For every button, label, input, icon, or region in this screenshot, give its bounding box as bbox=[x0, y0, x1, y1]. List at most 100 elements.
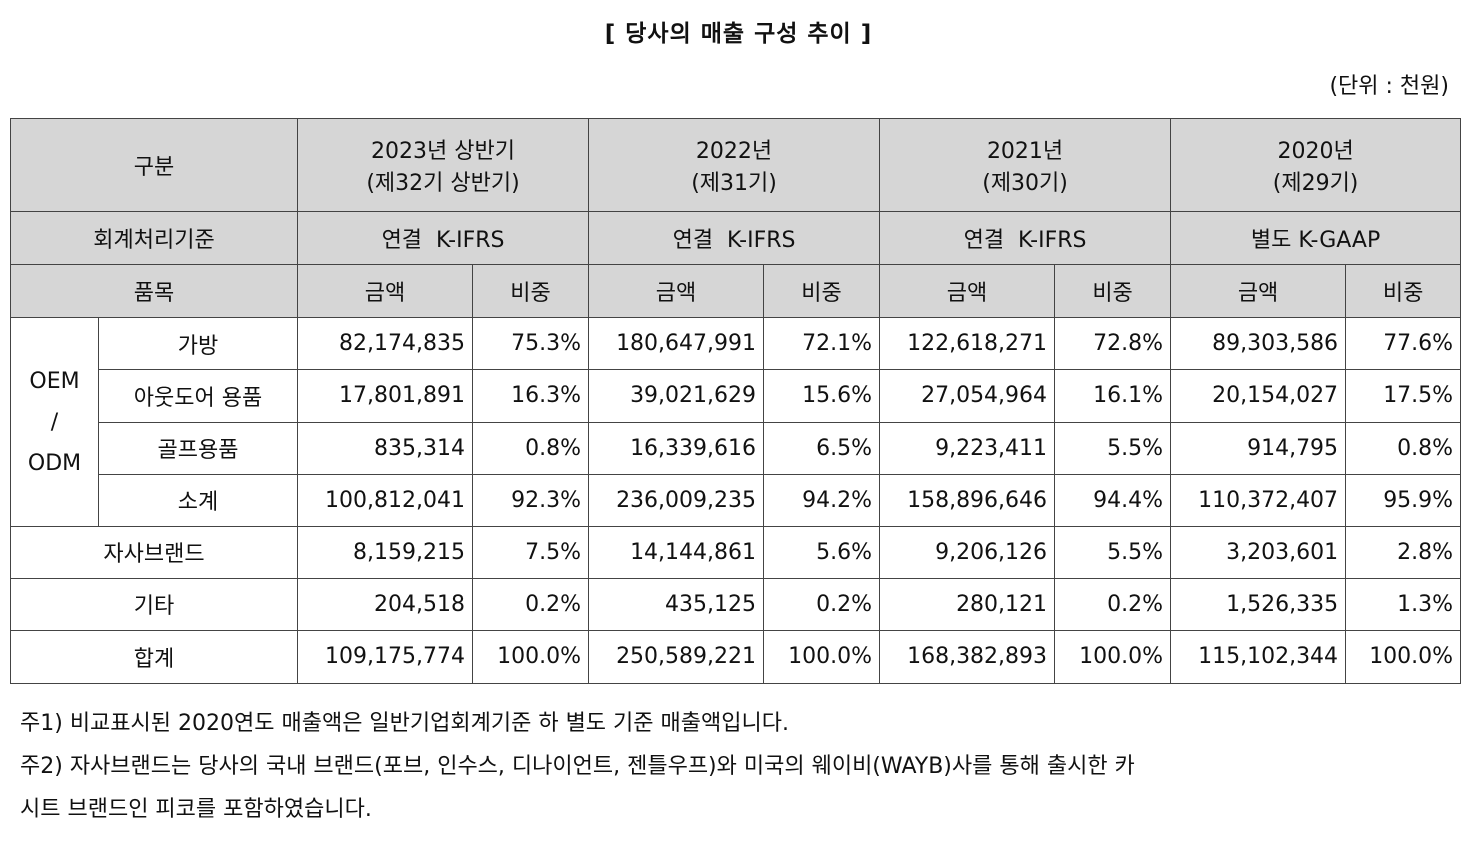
cell-amount: 115,102,344 bbox=[1170, 629, 1347, 685]
cell-amount: 180,647,991 bbox=[588, 317, 765, 371]
row-label: 기타 bbox=[9, 577, 299, 631]
header-row-item: 품목 금액 비중 금액 비중 금액 비중 금액 비중 bbox=[9, 264, 1462, 319]
cell-amount: 82,174,835 bbox=[297, 317, 474, 371]
footnote: 주2) 자사브랜드는 당사의 국내 브랜드(포브, 인수스, 디나이언트, 젠틀… bbox=[20, 754, 1135, 779]
cell-amount: 39,021,629 bbox=[588, 369, 765, 423]
period-term: (제32기 상반기) bbox=[366, 171, 520, 197]
cell-ratio: 2.8% bbox=[1345, 525, 1462, 579]
header-ratio: 비중 bbox=[763, 264, 881, 319]
period-year: 2022년 bbox=[695, 139, 773, 165]
header-ratio: 비중 bbox=[1054, 264, 1172, 319]
group-line: ODM bbox=[27, 450, 82, 476]
row-label: 합계 bbox=[9, 629, 299, 685]
cell-amount: 835,314 bbox=[297, 421, 474, 475]
standard-2022: 연결 K-IFRS bbox=[588, 211, 881, 266]
cell-ratio: 16.3% bbox=[472, 369, 590, 423]
cell-ratio: 72.1% bbox=[763, 317, 881, 371]
cell-ratio: 1.3% bbox=[1345, 577, 1462, 631]
cell-ratio: 7.5% bbox=[472, 525, 590, 579]
cell-amount: 16,339,616 bbox=[588, 421, 765, 475]
header-period-2021: 2021년 (제30기) bbox=[879, 117, 1172, 213]
cell-ratio: 0.2% bbox=[763, 577, 881, 631]
row-label: 가방 bbox=[97, 317, 299, 371]
cell-amount: 204,518 bbox=[297, 577, 474, 631]
cell-amount: 8,159,215 bbox=[297, 525, 474, 579]
header-ratio: 비중 bbox=[1345, 264, 1462, 319]
row-label: 아웃도어 용품 bbox=[97, 369, 299, 423]
table-row: 자사브랜드 8,159,215 7.5% 14,144,861 5.6% 9,2… bbox=[9, 525, 1462, 579]
cell-amount: 250,589,221 bbox=[588, 629, 765, 685]
cell-ratio: 100.0% bbox=[1345, 629, 1462, 685]
cell-ratio: 94.2% bbox=[763, 473, 881, 527]
table-row-total: 합계 109,175,774 100.0% 250,589,221 100.0%… bbox=[9, 629, 1462, 685]
cell-ratio: 0.8% bbox=[472, 421, 590, 475]
header-item-label: 품목 bbox=[9, 264, 299, 319]
cell-ratio: 95.9% bbox=[1345, 473, 1462, 527]
cell-amount: 100,812,041 bbox=[297, 473, 474, 527]
cell-amount: 3,203,601 bbox=[1170, 525, 1347, 579]
cell-ratio: 100.0% bbox=[472, 629, 590, 685]
cell-amount: 17,801,891 bbox=[297, 369, 474, 423]
cell-ratio: 75.3% bbox=[472, 317, 590, 371]
cell-ratio: 15.6% bbox=[763, 369, 881, 423]
cell-amount: 27,054,964 bbox=[879, 369, 1056, 423]
cell-amount: 1,526,335 bbox=[1170, 577, 1347, 631]
cell-amount: 9,206,126 bbox=[879, 525, 1056, 579]
row-label: 자사브랜드 bbox=[9, 525, 299, 579]
header-period-2023h1: 2023년 상반기 (제32기 상반기) bbox=[297, 117, 590, 213]
header-amount: 금액 bbox=[588, 264, 765, 319]
cell-ratio: 16.1% bbox=[1054, 369, 1172, 423]
period-year: 2021년 bbox=[986, 139, 1064, 165]
cell-amount: 158,896,646 bbox=[879, 473, 1056, 527]
header-amount: 금액 bbox=[1170, 264, 1347, 319]
table-row: OEM / ODM 가방 82,174,835 75.3% 180,647,991 … bbox=[10, 317, 1462, 527]
cell-ratio: 17.5% bbox=[1345, 369, 1462, 423]
row-label: 골프용품 bbox=[97, 421, 299, 475]
cell-amount: 89,303,586 bbox=[1170, 317, 1347, 371]
group-line: OEM bbox=[29, 368, 80, 394]
unit-label: (단위 : 천원) bbox=[1329, 74, 1449, 99]
standard-2021: 연결 K-IFRS bbox=[879, 211, 1172, 266]
period-term: (제30기) bbox=[982, 171, 1068, 197]
sales-composition-table: 구분 2023년 상반기 (제32기 상반기) 2022년 (제31기) 2021년… bbox=[9, 117, 1462, 685]
header-row-standard: 회계처리기준 연결 K-IFRS 연결 K-IFRS 연결 K-IFRS 별도 … bbox=[9, 211, 1462, 266]
table-row: 골프용품 835,314 0.8% 16,339,616 6.5% 9,223,… bbox=[11, 421, 1462, 475]
cell-amount: 168,382,893 bbox=[879, 629, 1056, 685]
header-period-2020: 2020년 (제29기) bbox=[1170, 117, 1462, 213]
period-year: 2023년 상반기 bbox=[371, 139, 515, 165]
cell-ratio: 5.5% bbox=[1054, 525, 1172, 579]
cell-ratio: 5.5% bbox=[1054, 421, 1172, 475]
cell-ratio: 0.2% bbox=[1054, 577, 1172, 631]
cell-ratio: 72.8% bbox=[1054, 317, 1172, 371]
standard-2020: 별도 K-GAAP bbox=[1170, 211, 1462, 266]
table-row: 아웃도어 용품 17,801,891 16.3% 39,021,629 15.6… bbox=[11, 369, 1462, 423]
cell-ratio: 100.0% bbox=[763, 629, 881, 685]
header-accounting-label: 회계처리기준 bbox=[9, 211, 299, 266]
cell-amount: 122,618,271 bbox=[879, 317, 1056, 371]
cell-amount: 20,154,027 bbox=[1170, 369, 1347, 423]
cell-amount: 914,795 bbox=[1170, 421, 1347, 475]
table-row: 기타 204,518 0.2% 435,125 0.2% 280,121 0.2… bbox=[9, 577, 1462, 631]
cell-ratio: 94.4% bbox=[1054, 473, 1172, 527]
cell-amount: 14,144,861 bbox=[588, 525, 765, 579]
period-year: 2020년 bbox=[1277, 139, 1354, 165]
footnote: 주1) 비교표시된 2020연도 매출액은 일반기업회계기준 하 별도 기준 매… bbox=[20, 711, 789, 736]
header-ratio: 비중 bbox=[472, 264, 590, 319]
period-term: (제29기) bbox=[1272, 171, 1359, 197]
cell-ratio: 5.6% bbox=[763, 525, 881, 579]
group-line: / bbox=[50, 409, 59, 435]
oem-odm-group-label: OEM / ODM bbox=[10, 317, 99, 527]
cell-amount: 110,372,407 bbox=[1170, 473, 1347, 527]
cell-amount: 435,125 bbox=[588, 577, 765, 631]
standard-2023h1: 연결 K-IFRS bbox=[297, 211, 590, 266]
table-title: [ 당사의 매출 구성 추이 ] bbox=[604, 21, 873, 47]
cell-amount: 9,223,411 bbox=[879, 421, 1056, 475]
cell-ratio: 0.2% bbox=[472, 577, 590, 631]
header-period-2022: 2022년 (제31기) bbox=[588, 117, 881, 213]
table-row: 소계 100,812,041 92.3% 236,009,235 94.2% 1… bbox=[11, 473, 1462, 527]
cell-amount: 280,121 bbox=[879, 577, 1056, 631]
header-amount: 금액 bbox=[297, 264, 474, 319]
cell-amount: 109,175,774 bbox=[297, 629, 474, 685]
footnotes: 주1) 비교표시된 2020연도 매출액은 일반기업회계기준 하 별도 기준 매… bbox=[20, 702, 1460, 831]
header-amount: 금액 bbox=[879, 264, 1056, 319]
